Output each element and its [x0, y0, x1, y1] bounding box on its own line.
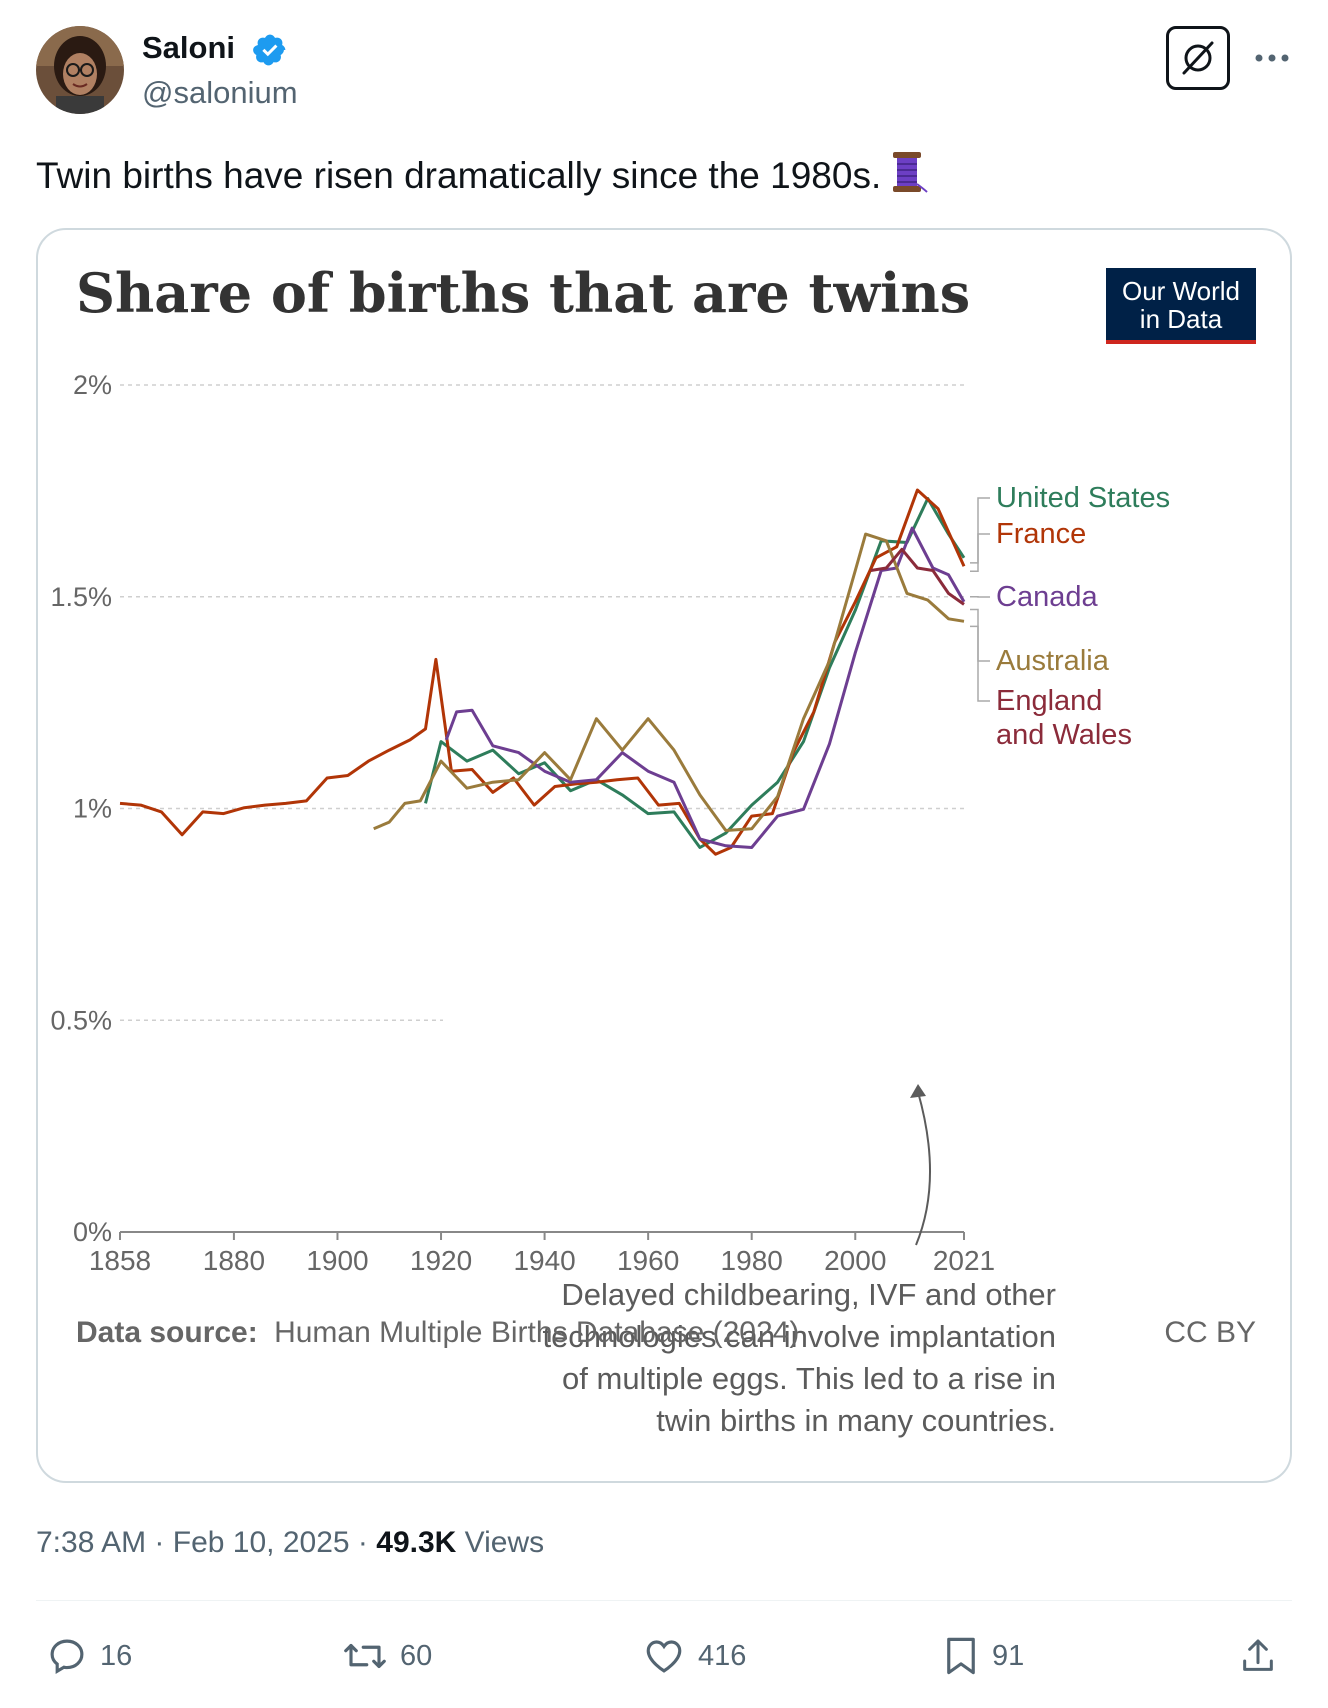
reply-icon [50, 1639, 84, 1674]
series-label-france: France [996, 518, 1086, 550]
series-line-england-and-wales [870, 547, 965, 606]
series-label-united-states: United States [996, 482, 1170, 514]
reply-count: 16 [100, 1639, 133, 1672]
chart-series [119, 488, 966, 856]
x-tick-label: 1900 [306, 1245, 368, 1276]
series-line-canada [444, 526, 966, 849]
tweet-time[interactable]: 7:38 AM [36, 1526, 147, 1559]
views-count: 49.3K [376, 1526, 457, 1559]
label-connector [970, 608, 990, 702]
x-tick-label: 2021 [933, 1245, 995, 1276]
owid-logo-line2: in Data [1140, 304, 1223, 334]
x-tick-label: 1858 [89, 1245, 151, 1276]
display-name[interactable]: Saloni [142, 30, 236, 65]
reply-button[interactable]: 16 [46, 1634, 132, 1678]
y-tick-label: 0% [73, 1217, 112, 1247]
label-connector [970, 625, 990, 662]
series-label-australia: Australia [996, 645, 1110, 677]
y-tick-label: 0.5% [50, 1005, 112, 1035]
share-button[interactable] [1238, 1634, 1290, 1678]
tweet-date[interactable]: Feb 10, 2025 [172, 1526, 350, 1559]
retweet-button[interactable]: 60 [342, 1634, 432, 1678]
x-axis: 1858 1880 1900 1920 1940 1960 1980 2000 2021 [89, 1231, 995, 1276]
annotation-line-2: technologies can involve implantation [542, 1319, 1056, 1354]
annotation: Delayed childbearing, IVF and other tech… [542, 1084, 1056, 1438]
label-connector [970, 533, 990, 573]
x-tick-label: 1980 [721, 1245, 783, 1276]
y-tick-label: 1.5% [50, 582, 112, 612]
avatar[interactable] [36, 26, 124, 114]
series-line-australia [373, 532, 965, 832]
owid-logo-line1: Our World [1122, 276, 1240, 306]
y-axis: 0% 0.5% 1% 1.5% 2% [50, 370, 112, 1247]
annotation-arrowhead [910, 1084, 926, 1098]
x-tick-label: 2000 [824, 1245, 886, 1276]
series-labels: United States France Canada Australia Englan… [970, 482, 1170, 751]
svg-text:Data source: Human Mul: Data source: Human Multiple Births Datab… [76, 1316, 799, 1349]
series-label-england-and-wales: England and Wales [996, 685, 1132, 751]
more-icon [1255, 54, 1289, 62]
chart: Share of births that are twins Our World… [50, 261, 1256, 1438]
avatar-image [36, 26, 124, 114]
series-label-canada: Canada [996, 581, 1098, 613]
heart-icon [646, 1640, 682, 1673]
series-line-united-states [424, 497, 966, 849]
media-card[interactable]: Share of births that are twins Our World… [36, 228, 1292, 1483]
meta-separator: · [357, 1526, 368, 1559]
more-button[interactable] [1250, 40, 1294, 76]
retweet-icon [344, 1643, 386, 1669]
share-icon [1243, 1639, 1273, 1671]
spool-of-thread-icon [889, 150, 929, 203]
tweet-text: Twin births have risen dramatically sinc… [36, 150, 929, 203]
annotation-line-4: twin births in many countries. [656, 1403, 1056, 1438]
divider [36, 1600, 1292, 1601]
user-handle[interactable]: @salonium [142, 75, 298, 110]
owid-logo-stripe [1106, 340, 1256, 344]
verified-badge-icon [252, 32, 288, 68]
chart-gridlines [120, 384, 964, 1021]
label-connector [970, 497, 990, 564]
bookmark-button[interactable]: 91 [942, 1634, 1024, 1678]
like-button[interactable]: 416 [642, 1634, 746, 1678]
like-count: 416 [698, 1639, 747, 1672]
bookmark-icon [947, 1637, 975, 1675]
x-tick-label: 1940 [513, 1245, 575, 1276]
retweet-count: 60 [400, 1639, 433, 1672]
x-tick-label: 1880 [203, 1245, 265, 1276]
y-tick-label: 1% [73, 794, 112, 824]
source-text: Human Multiple Births Database (2024) [274, 1316, 799, 1349]
owid-logo: Our World in Data [1106, 268, 1256, 344]
tweet-meta: 7:38 AM · Feb 10, 2025 · 49.3K Views [36, 1526, 544, 1560]
series-line-france [119, 488, 966, 856]
x-tick-label: 1960 [617, 1245, 679, 1276]
source-label: Data source: [76, 1316, 258, 1349]
grok-button[interactable] [1166, 26, 1230, 90]
chart-footer: Data source: Human Multiple Births Datab… [76, 1316, 1256, 1349]
tweet-text-content: Twin births have risen dramatically sinc… [36, 155, 882, 196]
chart-title: Share of births that are twins [76, 261, 970, 325]
x-tick-label: 1920 [410, 1245, 472, 1276]
annotation-arrow [915, 1091, 931, 1246]
owid-logo-box [1106, 268, 1256, 344]
views-label: Views [464, 1526, 545, 1559]
grok-icon [1182, 41, 1214, 75]
license-label: CC BY [1164, 1316, 1256, 1349]
bookmark-count: 91 [992, 1639, 1025, 1672]
y-tick-label: 2% [73, 370, 112, 400]
annotation-line-3: of multiple eggs. This led to a rise in [562, 1361, 1056, 1396]
meta-separator: · [154, 1526, 165, 1559]
annotation-line-1: Delayed childbearing, IVF and other [561, 1277, 1056, 1312]
